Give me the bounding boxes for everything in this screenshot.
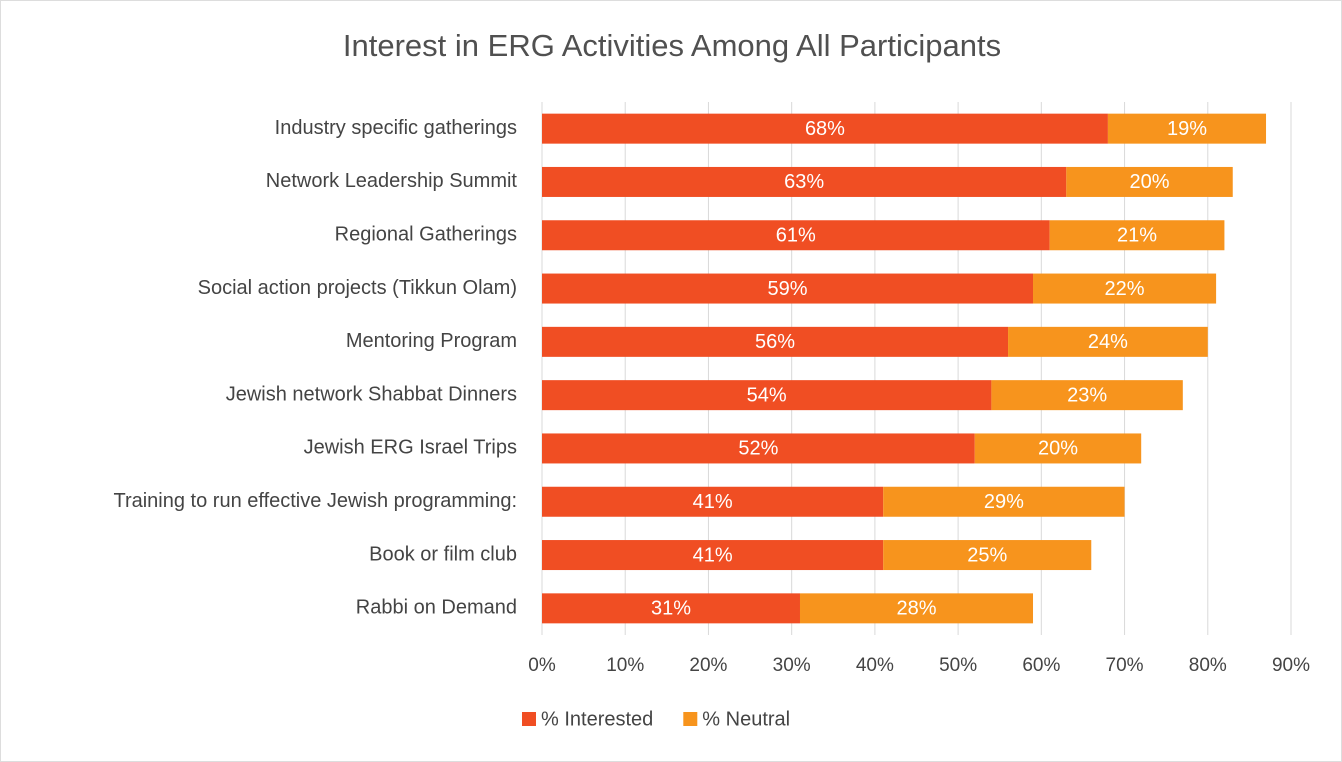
y-tick-label: Jewish network Shabbat Dinners: [226, 383, 517, 405]
data-label: 19%: [1167, 118, 1207, 140]
chart-title: Interest in ERG Activities Among All Par…: [343, 28, 1001, 63]
data-label: 22%: [1105, 278, 1145, 300]
data-label: 56%: [755, 331, 795, 353]
x-tick-label: 50%: [939, 655, 977, 676]
data-label: 24%: [1088, 331, 1128, 353]
data-label: 20%: [1130, 171, 1170, 193]
bar-segment: [1033, 273, 1217, 304]
bar-segment: [991, 380, 1183, 411]
data-label: 59%: [767, 278, 807, 300]
y-tick-label: Social action projects (Tikkun Olam): [198, 277, 517, 299]
y-tick-label: Rabbi on Demand: [356, 597, 517, 619]
bar-segment: [1107, 113, 1267, 144]
bar-segment: [542, 273, 1034, 304]
data-label: 28%: [896, 598, 936, 620]
x-tick-label: 90%: [1272, 655, 1310, 676]
data-label: 21%: [1117, 225, 1157, 247]
data-label: 23%: [1067, 384, 1107, 406]
x-tick-label: 60%: [1022, 655, 1060, 676]
x-tick-label: 80%: [1189, 655, 1227, 676]
data-label: 52%: [738, 438, 778, 460]
bar-segment: [883, 486, 1125, 517]
y-tick-label: Industry specific gatherings: [275, 117, 517, 139]
bar-segment: [1049, 220, 1225, 251]
bar-segment: [1066, 166, 1233, 197]
data-label: 68%: [805, 118, 845, 140]
bar-segment: [1008, 326, 1208, 357]
bar-segment: [542, 593, 800, 624]
bar-segment: [542, 326, 1009, 357]
data-label: 41%: [693, 491, 733, 513]
data-label: 29%: [984, 491, 1024, 513]
bar-segment: [542, 113, 1108, 144]
data-label: 25%: [967, 544, 1007, 566]
bar-segment: [542, 540, 884, 571]
data-label: 31%: [651, 598, 691, 620]
x-tick-label: 70%: [1106, 655, 1144, 676]
legend-swatch: [683, 712, 698, 726]
y-tick-label: Network Leadership Summit: [266, 170, 518, 192]
y-tick-label: Jewish ERG Israel Trips: [304, 437, 517, 459]
bar-segment: [883, 540, 1092, 571]
bar-segment: [542, 220, 1050, 251]
data-label: 61%: [776, 225, 816, 247]
bar-segment: [974, 433, 1142, 464]
legend-label: % Interested: [541, 708, 653, 730]
data-label: 63%: [784, 171, 824, 193]
bar-segment: [542, 486, 884, 517]
bar-segment: [542, 380, 992, 411]
x-tick-label: 0%: [528, 655, 556, 676]
legend-swatch: [522, 712, 536, 726]
bar-segment: [799, 593, 1034, 624]
legend-label: % Neutral: [702, 708, 790, 730]
x-tick-label: 40%: [856, 655, 894, 676]
y-tick-label: Mentoring Program: [346, 330, 517, 352]
y-tick-label: Training to run effective Jewish program…: [113, 490, 517, 512]
y-tick-label: Book or film club: [369, 543, 517, 565]
x-tick-label: 20%: [689, 655, 727, 676]
data-label: 41%: [693, 544, 733, 566]
data-label: 20%: [1038, 438, 1078, 460]
data-label: 54%: [747, 384, 787, 406]
bar-segment: [542, 166, 1067, 197]
x-tick-label: 10%: [606, 655, 644, 676]
x-tick-label: 30%: [773, 655, 811, 676]
bar-segment: [542, 433, 975, 464]
y-tick-label: Regional Gatherings: [335, 224, 517, 246]
